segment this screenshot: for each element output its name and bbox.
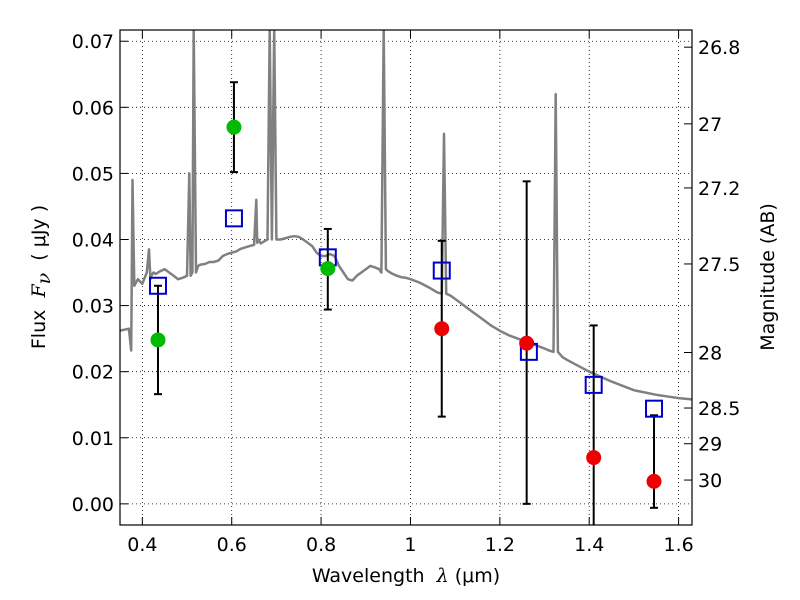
- axis-tick-labels: 0.4 0.6 0.8 1 1.2 1.4 1.6 0.00 0.01 0.02 0.03 0.04 0…: [72, 31, 741, 556]
- data-markers: [148, 81, 664, 525]
- observed-point: [646, 473, 662, 489]
- y-tick-label: 0.02: [72, 362, 114, 384]
- observed-point: [150, 332, 166, 348]
- y2-tick-label: 29: [698, 434, 722, 456]
- x-axis-label-unit: (μm): [449, 565, 500, 587]
- y2-tick-label: 27.5: [698, 254, 740, 276]
- model-square-point: [148, 276, 167, 295]
- x-tick-label: 0.8: [306, 534, 336, 556]
- y-tick-label: 0.01: [72, 428, 114, 450]
- x-axis-label-prefix: Wavelength: [312, 565, 437, 587]
- x-tick-label: 1.6: [663, 534, 693, 556]
- observed-point: [434, 321, 450, 337]
- y2-tick-label: 26.8: [698, 37, 740, 59]
- x-tick-label: 0.4: [127, 534, 157, 556]
- spectrum-line: [120, 30, 692, 401]
- y-tick-label: 0.07: [72, 31, 114, 53]
- y-axis-label: Flux Fν ( μJy ): [28, 205, 55, 349]
- x-tick-label: 0.6: [217, 534, 247, 556]
- y2-tick-label: 30: [698, 470, 722, 492]
- y2-tick-label: 28: [698, 343, 722, 365]
- axis-ticks: [120, 30, 692, 525]
- model-square-point: [645, 399, 664, 418]
- y-tick-label: 0.06: [72, 97, 114, 119]
- y2-tick-label: 27.2: [698, 178, 740, 200]
- y2-tick-label: 28.5: [698, 398, 740, 420]
- x-axis-label: Wavelength λ (μm): [312, 565, 500, 587]
- y-axis-label-subscript: ν: [33, 272, 55, 284]
- y2-axis-label: Magnitude (AB): [757, 203, 779, 351]
- y-tick-label: 0.05: [72, 163, 114, 185]
- observed-point: [519, 335, 535, 351]
- y-tick-label: 0.00: [72, 494, 114, 516]
- y-tick-label: 0.04: [72, 229, 114, 251]
- y2-tick-label: 27: [698, 114, 722, 136]
- model-square-point: [224, 209, 243, 228]
- x-axis-label-symbol: λ: [436, 565, 449, 587]
- model-square-point: [432, 261, 451, 280]
- x-tick-label: 1.4: [574, 534, 604, 556]
- observed-point: [226, 119, 242, 135]
- observed-point: [320, 261, 336, 277]
- model-square-point: [584, 375, 603, 394]
- observed-point: [586, 450, 602, 466]
- y-axis-label-symbol: F: [28, 284, 50, 299]
- x-tick-label: 1: [404, 534, 416, 556]
- plot-frame: [119, 29, 693, 526]
- y-axis-label-unit: ( μJy ): [28, 205, 50, 273]
- x-tick-label: 1.2: [485, 534, 515, 556]
- y-axis-label-prefix: Flux: [28, 298, 50, 350]
- grid: [120, 30, 692, 525]
- y-tick-label: 0.03: [72, 296, 114, 318]
